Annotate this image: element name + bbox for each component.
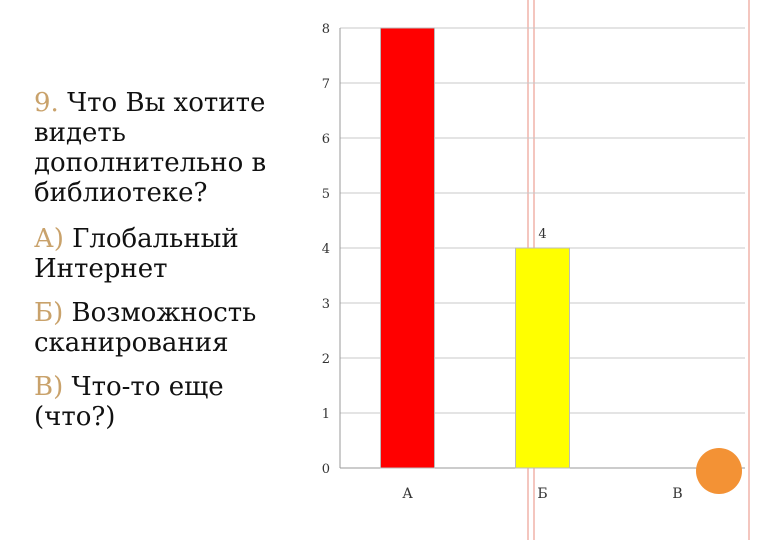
y-tick-label: 1 xyxy=(322,407,330,422)
y-tick-label: 0 xyxy=(322,462,330,477)
question-body: Что Вы хотите видеть дополнительно в биб… xyxy=(34,88,267,208)
x-tick-label: В xyxy=(672,486,682,502)
option-a: А) Глобальный Интернет xyxy=(34,224,294,284)
option-a-text: Глобальный Интернет xyxy=(34,224,239,284)
option-c-letter: В) xyxy=(34,372,64,402)
option-c-text: Что-то еще (что?) xyxy=(34,372,224,432)
question-text: 9. Что Вы хотите видеть дополнительно в … xyxy=(34,88,294,208)
data-label: 4 xyxy=(538,227,546,242)
orange-circle-decoration xyxy=(696,448,742,494)
y-tick-label: 7 xyxy=(322,77,330,92)
question-panel: 9. Что Вы хотите видеть дополнительно в … xyxy=(34,88,294,446)
option-a-letter: А) xyxy=(34,224,64,254)
y-tick-label: 3 xyxy=(322,297,330,312)
option-b-text: Возможность сканирования xyxy=(34,298,257,358)
y-tick-label: 6 xyxy=(322,132,330,147)
y-tick-label: 4 xyxy=(322,242,330,257)
option-b: Б) Возможность сканирования xyxy=(34,298,294,358)
option-c: В) Что-то еще (что?) xyxy=(34,372,294,432)
y-tick-label: 8 xyxy=(322,22,330,37)
bar-2 xyxy=(515,247,570,469)
decor-line-right xyxy=(748,0,750,540)
question-number: 9. xyxy=(34,88,59,118)
option-b-letter: Б) xyxy=(34,298,64,328)
x-tick-label: А xyxy=(402,486,413,502)
y-tick-label: 2 xyxy=(322,352,330,367)
x-tick-label: Б xyxy=(537,486,547,502)
bar-1 xyxy=(380,27,435,469)
y-tick-label: 5 xyxy=(322,187,330,202)
